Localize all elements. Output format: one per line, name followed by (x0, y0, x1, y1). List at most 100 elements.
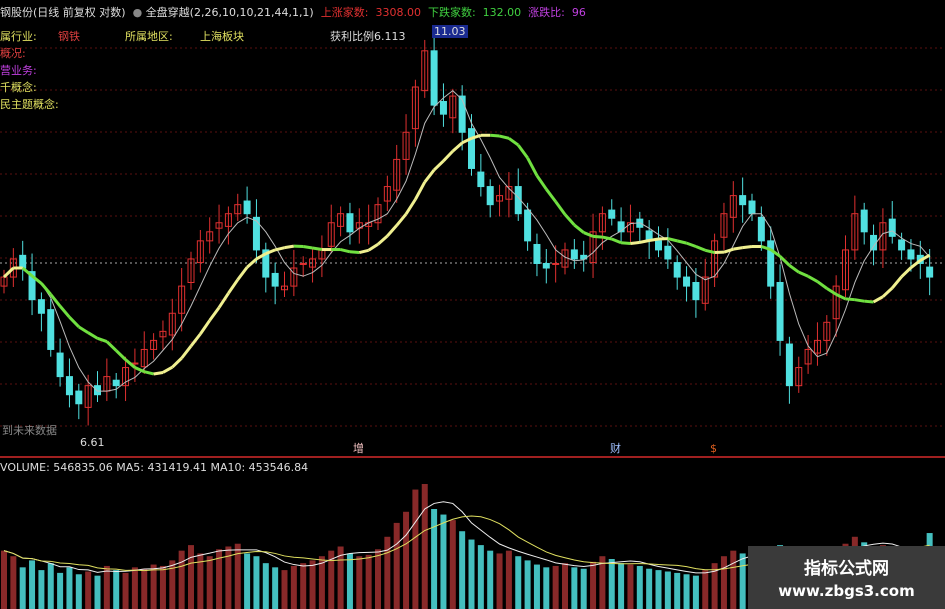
ma-trend-segment (835, 293, 847, 301)
candle-body (832, 285, 840, 320)
ma-trend-segment (742, 245, 753, 250)
ma-trend-segment (358, 248, 370, 255)
candle-body (122, 367, 130, 387)
candle-body (711, 240, 719, 278)
volume-bar (141, 568, 148, 609)
volume-bar (262, 563, 269, 609)
volume-bar (477, 545, 484, 609)
ma-trend-segment (517, 144, 529, 159)
ma-trend-segment (919, 253, 931, 262)
volume-bar (272, 567, 279, 609)
ma-trend-segment (40, 282, 52, 296)
volume-bar (720, 556, 727, 609)
ma-trend-segment (639, 239, 650, 244)
volume-bar (524, 560, 531, 609)
candle-body (262, 249, 270, 278)
ma-trend-segment (21, 266, 34, 278)
ma-trend-segment (2, 266, 15, 279)
stock-title: 钢股份(日线 前复权 对数) (0, 6, 126, 19)
ma-trend-segment (563, 213, 576, 227)
volume-bar (234, 543, 241, 609)
candle-body (468, 128, 475, 169)
gear-icon[interactable]: ● (132, 6, 143, 19)
volume-bar (683, 574, 690, 609)
candle-body (767, 240, 775, 287)
ma-trend-segment (442, 150, 454, 162)
candle-body (926, 266, 934, 278)
volume-bar (365, 554, 372, 609)
event-marker-1[interactable]: 增 (353, 442, 364, 455)
volume-bar (75, 574, 82, 609)
volume-bar (188, 545, 194, 609)
ratio-label: 涨跌比: (528, 6, 565, 19)
ma-trend-segment (723, 247, 734, 254)
ma-trend-segment (733, 246, 743, 251)
volume-bar (664, 571, 671, 609)
candle-body (851, 213, 859, 251)
candle-body (542, 262, 550, 269)
ma-trend-segment (68, 316, 80, 328)
ma-trend-segment (779, 255, 791, 267)
ma-trend-segment (395, 213, 408, 227)
candle-body (19, 254, 27, 269)
volume-bar (618, 563, 625, 609)
volume-bar (85, 571, 92, 609)
indicator-params: 全盘穿越(2,26,10,10,21,44,1,1) (145, 6, 314, 19)
candle-body (720, 213, 728, 238)
volume-bar (244, 553, 251, 609)
ma-trend-segment (864, 299, 874, 304)
ma-trend-segment (115, 349, 127, 361)
ma-trend-segment (490, 133, 500, 138)
volume-bar (159, 565, 166, 609)
ma-trend-segment (208, 306, 221, 322)
volume-bar (197, 553, 204, 609)
ma-trend-segment (236, 266, 249, 281)
candle-body (813, 339, 821, 354)
candle-body (84, 385, 92, 408)
candle-body (888, 218, 896, 237)
ma-trend-segment (217, 292, 230, 309)
ma-trend-segment (171, 357, 183, 369)
volume-bar (253, 556, 260, 609)
event-marker-3[interactable]: $ (710, 442, 717, 455)
volume-bar (300, 563, 307, 609)
volume-bar (515, 556, 522, 609)
volume-bar (216, 549, 223, 609)
candle-body (589, 231, 597, 264)
volume-bar (38, 570, 45, 609)
volume-bar (562, 563, 568, 609)
ma-trend-segment (854, 298, 865, 303)
volume-bar (94, 575, 101, 609)
ma-trend-segment (788, 264, 800, 274)
volume-bar (674, 572, 681, 609)
volume-bar (403, 511, 410, 609)
event-marker-2[interactable]: 财 (610, 442, 621, 455)
info-line-4: 营业务: (0, 64, 37, 77)
candle-body (842, 249, 849, 291)
ma-trend-segment (807, 274, 819, 283)
candle-body (75, 390, 83, 405)
ma-trend-segment (583, 231, 594, 238)
ratio-value: 96 (571, 6, 586, 19)
candle-body (430, 50, 438, 106)
volume-bar (711, 563, 718, 609)
candle-body (56, 352, 64, 378)
future-data-link[interactable]: 到未来数据 (2, 424, 57, 437)
candle-body (664, 245, 672, 260)
volume-bar (646, 568, 653, 609)
volume-bar (599, 556, 606, 609)
volume-bar (505, 550, 512, 609)
volume-bar (580, 568, 587, 609)
ma-trend-segment (872, 295, 884, 304)
volume-bar (449, 520, 456, 609)
candle-body (150, 339, 158, 350)
ma-trend-segment (602, 235, 613, 241)
candle-body (505, 186, 513, 200)
ma-trend-segment (105, 340, 118, 352)
candle-body (37, 299, 45, 314)
region-value: 上海板块 (200, 30, 244, 43)
volume-bar (459, 531, 466, 609)
volume-bar (590, 561, 597, 609)
candle-body (795, 367, 803, 387)
